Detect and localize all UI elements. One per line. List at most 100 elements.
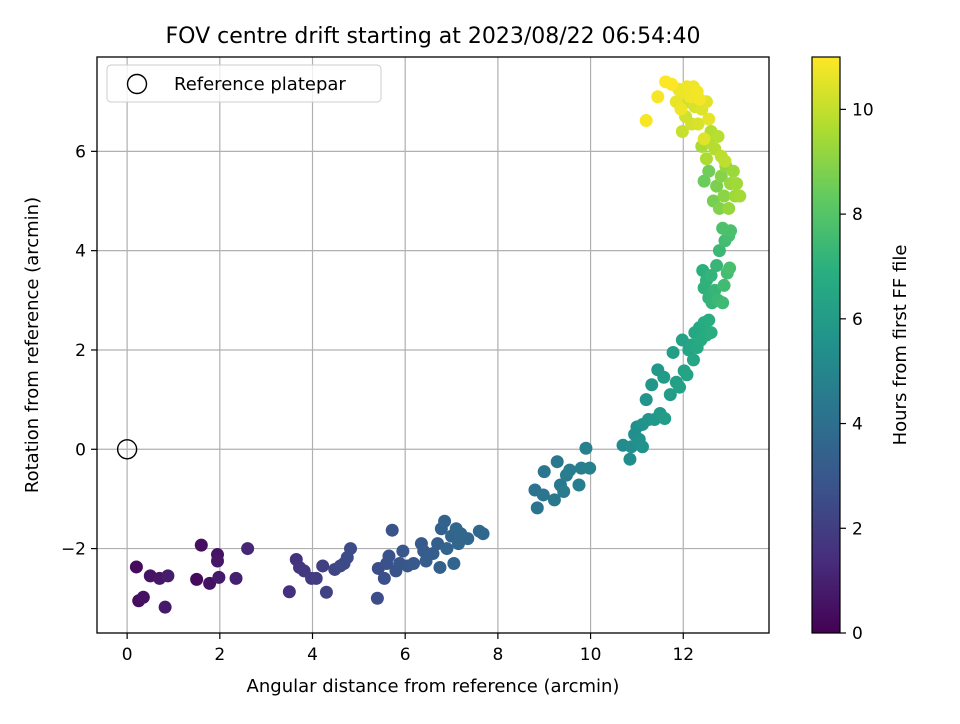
legend-box <box>106 64 382 103</box>
data-point <box>158 600 172 614</box>
data-point <box>136 590 150 604</box>
data-point <box>702 313 716 327</box>
data-point <box>579 441 593 455</box>
colorbar-ticks: 0 2 4 6 8 10 <box>840 100 874 644</box>
colorbar-tick-label: 6 <box>852 310 863 330</box>
data-point <box>712 244 726 258</box>
data-point <box>665 77 679 91</box>
data-point <box>645 378 659 392</box>
data-point <box>710 179 724 193</box>
data-point <box>730 177 744 191</box>
data-point <box>557 484 571 498</box>
data-point <box>194 538 208 552</box>
colorbar-tick-label: 2 <box>852 519 863 539</box>
data-point <box>726 164 740 178</box>
data-point <box>129 560 143 574</box>
data-point <box>674 102 688 116</box>
y-tick-label: 6 <box>75 142 86 162</box>
y-tick-label: −2 <box>61 540 86 560</box>
data-point <box>722 201 736 215</box>
data-point <box>733 189 747 203</box>
data-point <box>161 569 175 583</box>
data-point <box>316 559 330 573</box>
data-point <box>547 493 561 507</box>
data-point <box>583 461 597 475</box>
data-point <box>697 174 711 188</box>
data-point <box>639 114 653 128</box>
y-axis-ticks: −2 0 2 4 6 <box>61 142 97 560</box>
reference-platepar-marker <box>116 439 138 460</box>
data-point <box>461 532 475 546</box>
data-point <box>426 547 440 561</box>
data-point <box>699 152 713 166</box>
colorbar-tick-label: 8 <box>852 205 863 225</box>
data-point <box>723 261 737 275</box>
data-point <box>210 554 224 568</box>
x-tick-label: 6 <box>400 645 411 665</box>
data-point <box>190 572 204 586</box>
y-axis-label: Rotation from reference (arcmin) <box>22 197 43 493</box>
data-point <box>639 393 653 407</box>
data-point <box>212 570 226 584</box>
data-point <box>433 560 447 574</box>
scatter-points <box>129 75 747 614</box>
data-point <box>717 278 731 292</box>
y-tick-label: 2 <box>75 341 86 361</box>
y-tick-label: 4 <box>75 242 86 262</box>
data-point <box>635 440 649 454</box>
data-point <box>550 455 564 469</box>
legend-label: Reference platepar <box>174 74 346 95</box>
data-point <box>697 132 711 146</box>
data-point <box>658 411 672 425</box>
data-point <box>476 527 490 541</box>
data-point <box>691 117 705 131</box>
data-point <box>572 478 586 492</box>
data-point <box>385 523 399 537</box>
data-point <box>229 571 243 585</box>
data-point <box>344 542 358 556</box>
data-point <box>203 576 217 590</box>
data-point <box>377 571 391 585</box>
data-point <box>704 326 718 340</box>
data-point <box>716 296 730 310</box>
data-point <box>675 124 689 138</box>
colorbar-gradient <box>811 56 841 634</box>
x-tick-label: 10 <box>580 645 602 665</box>
data-point <box>716 221 730 235</box>
reference-marker-group <box>116 439 138 460</box>
data-point <box>704 268 718 282</box>
data-point <box>319 585 333 599</box>
data-point <box>241 542 255 556</box>
data-point <box>686 353 700 367</box>
data-point <box>396 544 410 558</box>
data-point <box>663 388 677 402</box>
colorbar-tick-label: 0 <box>852 624 863 644</box>
chart-title: FOV centre drift starting at 2023/08/22 … <box>166 24 701 49</box>
data-point <box>710 259 724 273</box>
data-point <box>370 591 384 605</box>
data-point <box>563 463 577 477</box>
data-point <box>438 514 452 528</box>
data-point <box>530 501 544 515</box>
y-tick-label: 0 <box>75 440 86 460</box>
legend-marker-icon <box>126 73 148 95</box>
data-point <box>623 452 637 466</box>
x-tick-label: 4 <box>307 645 318 665</box>
data-point <box>702 112 716 126</box>
x-axis-label: Angular distance from reference (arcmin) <box>247 676 620 697</box>
data-point <box>382 549 396 563</box>
data-point <box>712 201 726 215</box>
data-point <box>447 556 461 570</box>
colorbar: 0 2 4 6 8 10 Hours from first FF file <box>811 56 911 644</box>
data-point <box>657 370 671 384</box>
data-point <box>714 169 728 183</box>
x-tick-label: 8 <box>492 645 503 665</box>
data-point <box>680 368 694 382</box>
data-point <box>309 571 323 585</box>
data-point <box>711 129 725 143</box>
grid-lines <box>97 57 769 633</box>
plot-frame <box>96 56 770 634</box>
data-point <box>407 556 421 570</box>
